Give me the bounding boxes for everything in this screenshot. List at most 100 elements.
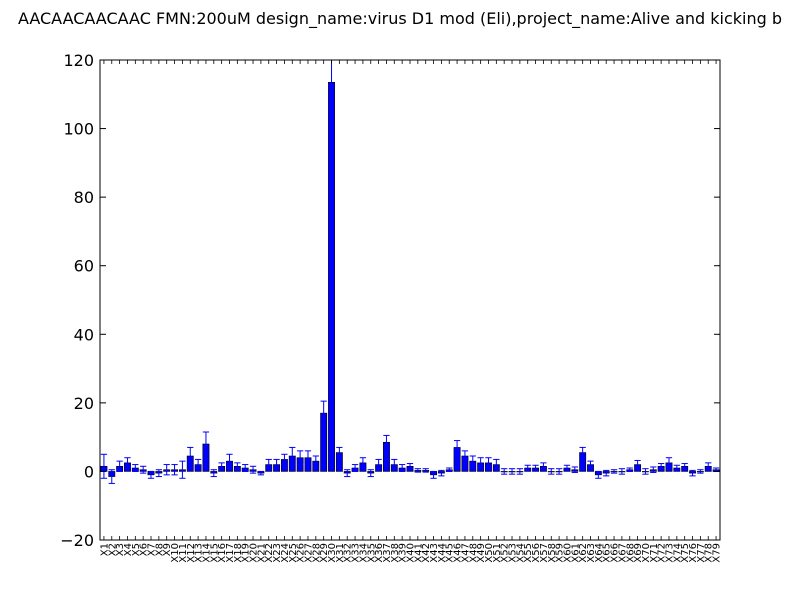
- x-tick-label: X42: [421, 543, 432, 563]
- error-bar-X29: [320, 400, 327, 426]
- error-bar-X45: [446, 467, 453, 472]
- error-bar-X69: [634, 459, 641, 470]
- error-bar-X74: [673, 464, 680, 472]
- x-tick-label: X60: [562, 543, 573, 563]
- error-bar-X76: [689, 469, 696, 477]
- x-tick-label: X64: [594, 543, 605, 563]
- error-bar-X26: [296, 450, 304, 466]
- x-tick-label: X44: [437, 543, 448, 563]
- error-bar-X60: [563, 464, 571, 472]
- x-tick-label: X25: [288, 543, 299, 563]
- x-axis: X1X2X3X4X5X6X7X8X9X10X11X12X13X14X15X16X…: [99, 60, 723, 563]
- x-tick-label: X53: [508, 543, 519, 563]
- error-bar-X52: [501, 468, 508, 475]
- y-tick-label: −20: [60, 531, 94, 550]
- error-bar-X10: [171, 464, 178, 476]
- x-tick-label: X3: [115, 543, 126, 556]
- error-bar-X9: [163, 464, 170, 476]
- error-bar-X28: [312, 455, 319, 467]
- x-tick-label: X7: [147, 543, 158, 556]
- error-bar-X3: [116, 460, 123, 472]
- x-tick-label: X20: [249, 543, 260, 563]
- error-bar-X12: [187, 446, 194, 466]
- error-bar-X53: [508, 468, 516, 475]
- error-bar-X42: [422, 468, 429, 473]
- x-tick-label: X56: [531, 543, 542, 563]
- error-bar-X36: [375, 458, 382, 471]
- y-tick-label: 40: [74, 325, 94, 344]
- error-bar-X62: [579, 446, 586, 459]
- error-bar-X19: [242, 464, 249, 472]
- x-tick-label: X41: [413, 543, 424, 563]
- x-tick-label: X38: [390, 543, 401, 563]
- x-tick-label: X49: [476, 543, 487, 563]
- error-bars: [100, 60, 720, 484]
- x-tick-label: X6: [139, 543, 150, 556]
- x-tick-label: X35: [366, 543, 377, 563]
- error-bar-X2: [108, 469, 115, 484]
- error-bar-X68: [626, 467, 633, 472]
- error-bar-X50: [485, 457, 492, 469]
- error-bar-X59: [555, 468, 563, 475]
- x-tick-label: X10: [170, 543, 181, 563]
- error-bar-X66: [610, 469, 618, 474]
- error-bar-X55: [524, 464, 531, 472]
- error-bar-X54: [516, 468, 524, 475]
- error-bar-X20: [249, 465, 257, 474]
- error-bar-X18: [234, 462, 241, 471]
- error-bar-X46: [453, 440, 461, 455]
- x-tick-label: X37: [382, 543, 393, 563]
- x-tick-label: X4: [123, 543, 134, 556]
- error-bar-X73: [665, 457, 673, 469]
- x-tick-label: X51: [492, 543, 503, 563]
- x-tick-label: X50: [484, 543, 495, 563]
- x-tick-label: X29: [319, 543, 330, 563]
- x-tick-label: X15: [209, 543, 220, 563]
- error-bar-X78: [705, 462, 712, 471]
- x-tick-label: X8: [154, 543, 165, 556]
- error-bar-X33: [351, 464, 359, 472]
- x-tick-label: X62: [578, 543, 589, 563]
- error-bar-X72: [658, 463, 665, 470]
- x-tick-label: X19: [241, 543, 252, 563]
- error-bar-X17: [226, 453, 233, 469]
- error-bar-X44: [438, 469, 445, 477]
- x-tick-label: X79: [712, 543, 723, 563]
- y-tick-label: 80: [74, 188, 94, 207]
- error-bar-X58: [548, 468, 555, 475]
- x-tick-label: X68: [625, 543, 636, 563]
- x-tick-label: X21: [256, 543, 267, 563]
- x-tick-label: X22: [264, 543, 275, 563]
- x-tick-label: X71: [649, 543, 660, 563]
- x-tick-label: X45: [445, 543, 456, 563]
- x-tick-label: X69: [633, 543, 644, 563]
- x-tick-label: X57: [539, 543, 550, 563]
- x-tick-label: X70: [641, 543, 652, 563]
- error-bar-X14: [202, 431, 210, 457]
- error-bar-X11: [179, 460, 186, 479]
- error-bar-X4: [124, 457, 131, 469]
- y-tick-label: 60: [74, 257, 94, 276]
- y-tick-label: 100: [63, 120, 94, 139]
- error-bar-X57: [540, 462, 547, 471]
- error-bar-X49: [477, 457, 484, 469]
- error-bar-X25: [289, 446, 296, 466]
- error-bar-X71: [650, 466, 657, 473]
- error-bar-X32: [344, 469, 351, 478]
- x-tick-label: X2: [107, 543, 118, 556]
- error-bar-X35: [367, 469, 374, 478]
- x-tick-label: X13: [194, 543, 205, 563]
- error-bar-X48: [469, 455, 476, 467]
- x-tick-label: X47: [460, 543, 471, 563]
- x-tick-label: X72: [657, 543, 668, 563]
- error-bar-X34: [359, 457, 367, 469]
- bars: [100, 81, 720, 477]
- x-tick-label: X26: [296, 543, 307, 563]
- error-bar-X56: [532, 464, 539, 472]
- error-bar-X5: [132, 464, 139, 472]
- error-bar-X43: [430, 470, 437, 479]
- error-bar-X37: [383, 434, 390, 450]
- error-bar-X23: [273, 458, 280, 471]
- x-tick-label: X63: [586, 543, 597, 563]
